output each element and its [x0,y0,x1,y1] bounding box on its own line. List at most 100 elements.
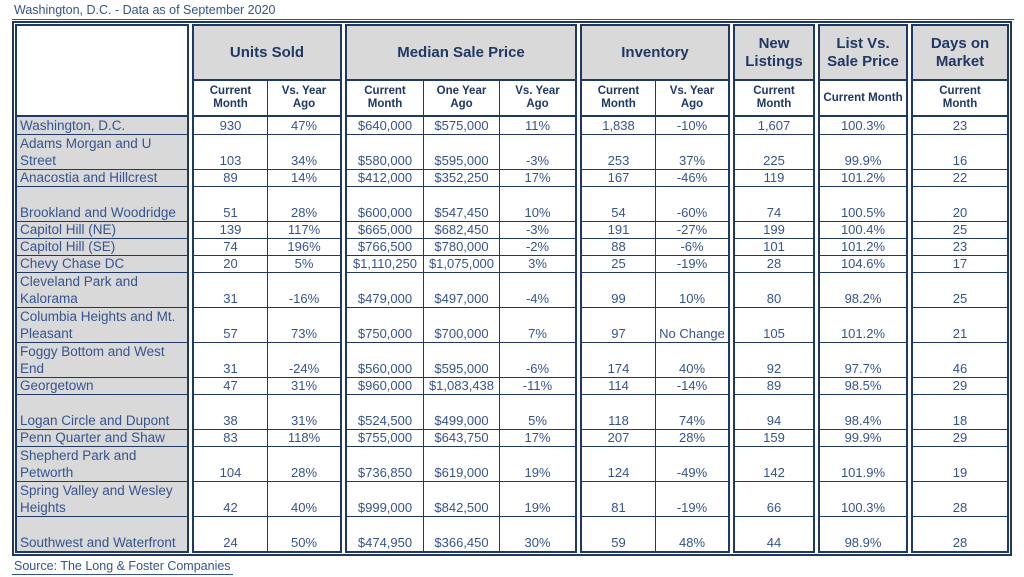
table-row: 23 [913,117,1007,134]
table-row: 28 [913,481,1007,516]
subheader-row: Current Month [913,81,1007,117]
table-row: 103 34% [194,134,340,169]
data-cell: $643,750 [423,430,499,446]
data-cell: -6% [655,239,728,255]
row-label-text: Penn Quarter and Shaw [20,429,165,445]
data-cell: 34% [267,135,340,169]
data-cell: 21 [952,326,968,341]
data-cell: -3% [499,135,575,169]
data-cell: $1,110,250 [352,256,418,271]
table-row: 88 -6% [582,238,728,255]
table-row: 24 50% [194,516,340,551]
row-label: Capitol Hill (SE) [17,238,187,255]
table-row: $999,000 $842,500 19% [347,481,575,516]
table-row: 29 [913,377,1007,394]
column-group-header: List Vs. Sale Price [820,26,906,81]
data-cell: $999,000 [357,500,413,515]
data-cell: 118 [608,413,629,428]
row-label-text: Capitol Hill (NE) [20,221,117,237]
table-row: 99.9% [820,134,906,169]
table-row: 101.2% [820,238,906,255]
data-cell: $560,000 [357,361,413,376]
data-cell: 42 [223,500,238,515]
data-cell: -19% [655,256,728,272]
data-cell: 28 [952,500,968,515]
table-row: 930 47% [194,117,340,134]
row-label: Capitol Hill (NE) [17,221,187,238]
table-row: 19 [913,446,1007,481]
table-row: 101.2% [820,169,906,186]
data-cell: 101.2% [840,326,886,341]
row-label-text: Chevy Chase DC [20,255,125,271]
data-cell: $412,000 [357,170,413,185]
row-label-text: Logan Circle and Dupont [20,412,170,428]
data-cell: $580,000 [357,153,413,168]
data-cell: 101 [763,239,785,254]
table-row: $600,000 $547,450 10% [347,186,575,221]
subheader-text: Current Month [209,85,252,110]
data-cell: 100.4% [840,222,886,237]
table-row: 89 14% [194,169,340,186]
table-row: $960,000 $1,083,438 -11% [347,377,575,394]
subheader-row: Current Month Vs. Year Ago [194,81,340,117]
data-cell: 54 [611,205,626,220]
table-row: 99.9% [820,429,906,446]
data-cell: 99.9% [844,430,882,445]
subheader-cell: Current Month [913,81,1007,115]
row-label: Adams Morgan and U Street [17,134,187,169]
row-label-text: Shepherd Park and Petworth [20,448,137,480]
data-cell: 97 [611,326,626,341]
data-cell: 105 [763,326,785,341]
table-row: 118 74% [582,394,728,429]
table-row: 119 [735,169,813,186]
data-cell: $1,075,000 [423,256,499,272]
subheader-cell: One Year Ago [423,81,499,115]
data-cell: -6% [499,343,575,377]
table-row: 94 [735,394,813,429]
data-cell: $640,000 [357,118,413,133]
data-cell: -27% [655,222,728,238]
data-cell: 119 [763,170,785,185]
data-cell: 101.2% [840,170,886,185]
data-cell: 19 [952,465,968,480]
data-cell: 89 [223,170,238,185]
table-row: $755,000 $643,750 17% [347,429,575,446]
subheader-row: Current Month Vs. Year Ago [582,81,728,117]
column-group: Units Sold Current Month Vs. Year Ago 930 47… [192,24,342,553]
data-cell: 74% [655,395,728,429]
table-row: 101 [735,238,813,255]
row-label-column: Washington, D.C. Adams Morgan and U Stree… [15,24,189,553]
column-group: Inventory Current Month Vs. Year Ago 1,838 -… [580,24,730,553]
data-cell: 23 [952,118,968,133]
data-cell: 37% [655,135,728,169]
data-cell: 11% [499,117,575,134]
data-cell: 104.6% [840,256,886,271]
table-row: 74 [735,186,813,221]
source-note: Source: The Long & Foster Companies [12,559,233,575]
data-cell: 29 [952,430,968,445]
row-label-text: Adams Morgan and U Street [20,136,152,168]
table-row: $560,000 $595,000 -6% [347,342,575,377]
data-cell: 17 [952,256,968,271]
subheader-row: Current Month [735,81,813,117]
table-row: 92 [735,342,813,377]
row-label: Penn Quarter and Shaw [17,429,187,446]
data-cell: $780,000 [423,239,499,255]
row-label: Brookland and Woodridge [17,186,187,221]
table-row: 142 [735,446,813,481]
data-cell: 100.3% [840,500,886,515]
row-label-text: Spring Valley and Wesley Heights [20,483,173,515]
table-row: 25 [913,221,1007,238]
subheader-text: Current Month [364,85,406,110]
data-cell: 167 [607,170,630,185]
row-label-text: Washington, D.C. [20,117,126,133]
table-row: 18 [913,394,1007,429]
table-row: 83 118% [194,429,340,446]
table-row: 20 5% [194,255,340,272]
data-cell: 46 [952,361,968,376]
data-cell: 51 [223,205,238,220]
subheader-text: Current Month [823,91,903,104]
data-cell: 97.7% [844,361,882,376]
table-row: 253 37% [582,134,728,169]
data-cell: 31% [267,395,340,429]
